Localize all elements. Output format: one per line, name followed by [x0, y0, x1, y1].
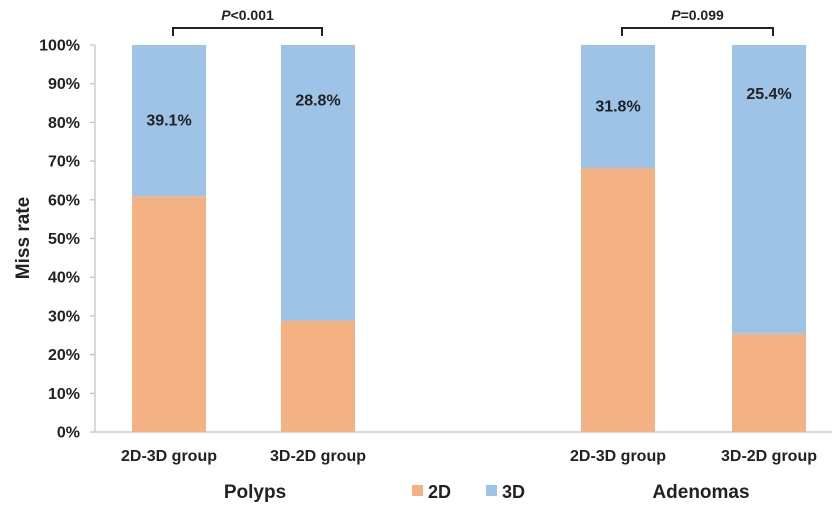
significance-brackets: P<0.001 P=0.099: [172, 7, 774, 36]
legend-label-2d: 2D: [428, 482, 451, 502]
y-tick-label: 50%: [48, 231, 80, 248]
y-tick-label: 0%: [57, 425, 80, 442]
y-tick-label: 40%: [48, 270, 80, 287]
bar-segment-3d: [281, 45, 355, 321]
legend-swatch-3d: [486, 485, 497, 496]
data-label: 39.1%: [146, 113, 191, 130]
y-tick-label: 60%: [48, 192, 80, 209]
bar-segment-3d: [581, 45, 655, 169]
data-label: 31.8%: [595, 99, 640, 116]
bar-segment-2d: [732, 333, 806, 432]
y-tick-label: 20%: [48, 347, 80, 364]
group-label-polyps: Polyps: [224, 482, 286, 503]
bars: 39.1% 28.8% 31.8% 25.4%: [132, 45, 806, 433]
bar-segment-2d: [132, 196, 206, 432]
category-label: 2D-3D group: [570, 448, 666, 465]
bar-segment-2d: [281, 320, 355, 432]
p-value-label: P<0.001: [221, 7, 274, 23]
y-tick-label: 10%: [48, 386, 80, 403]
significance-bracket: [621, 27, 774, 36]
y-axis-title: Miss rate: [13, 197, 34, 279]
bar-segment-2d: [581, 168, 655, 433]
y-tick-label: 90%: [48, 76, 80, 93]
y-tick-label: 70%: [48, 154, 80, 171]
data-label: 28.8%: [295, 93, 340, 110]
bar-segment-3d: [132, 45, 206, 197]
data-label: 25.4%: [746, 86, 791, 103]
y-axis: 0% 10% 20% 30% 40% 50% 60% 70% 80% 90% 100%: [39, 38, 96, 442]
group-label-adenomas: Adenomas: [652, 482, 749, 503]
category-labels: 2D-3D group 3D-2D group 2D-3D group 3D-2D g…: [121, 448, 817, 465]
significance-bracket: [172, 27, 323, 36]
category-label: 3D-2D group: [721, 448, 817, 465]
category-label: 3D-2D group: [270, 448, 366, 465]
legend-swatch-2d: [412, 485, 423, 496]
y-tick-label: 100%: [39, 38, 80, 55]
bar-segment-3d: [732, 45, 806, 334]
legend: 2D 3D: [412, 482, 525, 502]
y-tick-label: 80%: [48, 115, 80, 132]
category-label: 2D-3D group: [121, 448, 217, 465]
y-tick-label: 30%: [48, 308, 80, 325]
p-value-label: P=0.099: [671, 7, 724, 23]
legend-label-3d: 3D: [502, 482, 525, 502]
